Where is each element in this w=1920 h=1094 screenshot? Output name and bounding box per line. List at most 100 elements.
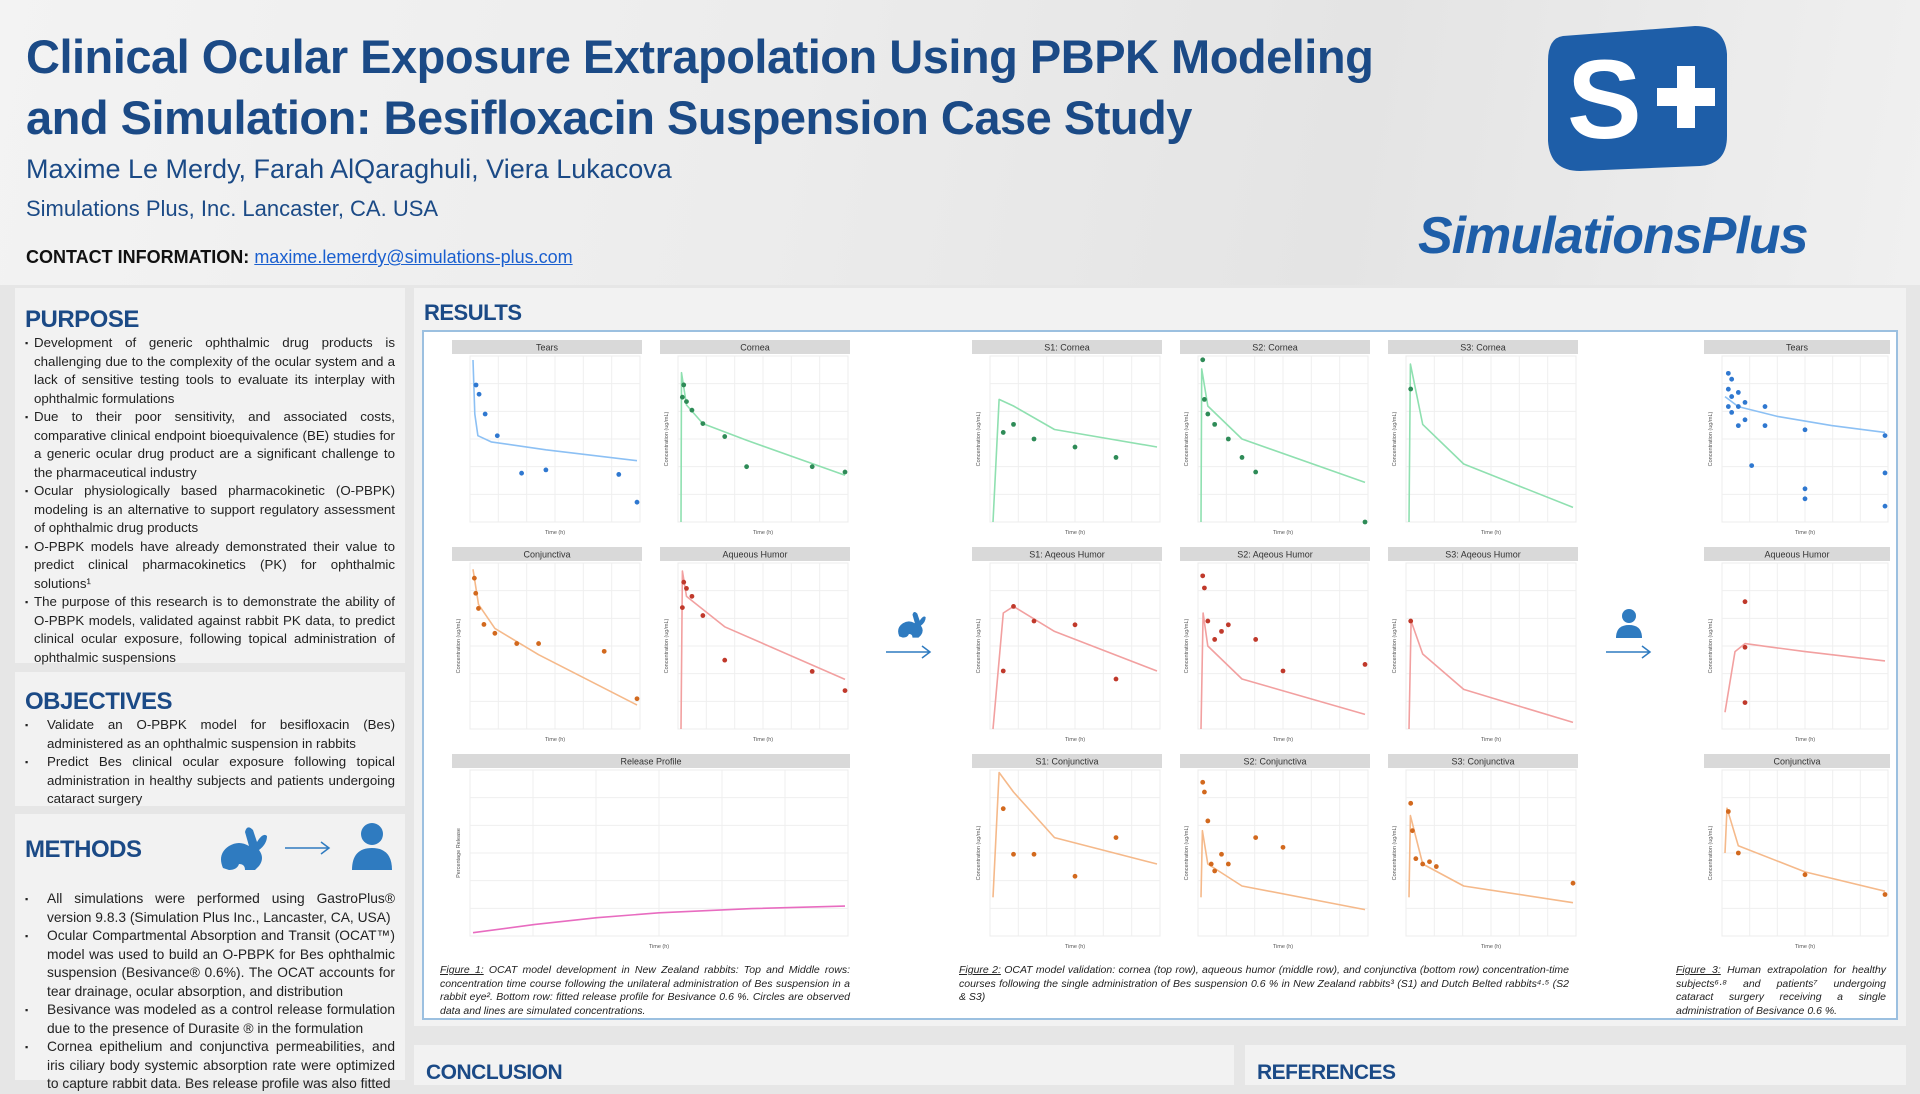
- affiliation: Simulations Plus, Inc. Lancaster, CA. US…: [26, 196, 439, 221]
- y-axis-label: Concentration (ug/mL): [1392, 825, 1398, 880]
- simulated-line: [1724, 642, 1886, 713]
- observed-point: [1205, 411, 1211, 417]
- plot-strip: [1388, 340, 1578, 354]
- observed-point: [494, 433, 500, 439]
- observed-point: [1420, 861, 1426, 867]
- observed-point: [1735, 423, 1741, 429]
- observed-point: [1202, 585, 1207, 591]
- plot-f3-tears: Tears Time (h) Concentration (ug/mL): [1704, 340, 1890, 536]
- conclusion-section: CONCLUSION: [414, 1045, 1234, 1085]
- observed-point: [1000, 806, 1006, 812]
- y-axis-label: Concentration (ug/mL): [1184, 411, 1190, 466]
- plot-title: Tears: [536, 343, 559, 353]
- plot-title: Release Profile: [620, 757, 681, 767]
- observed-point: [1113, 835, 1119, 841]
- plot-title: Conjunctiva: [1773, 757, 1820, 767]
- observed-point: [1253, 469, 1259, 475]
- y-axis-label: Concentration (ug/mL): [1184, 825, 1190, 880]
- observed-point: [1762, 404, 1768, 409]
- observed-point: [1219, 851, 1224, 857]
- figure-1-text: OCAT model development in New Zealand ra…: [440, 964, 851, 1017]
- plot-title: Tears: [1786, 343, 1809, 353]
- plot-title: S1: Conjunctiva: [1035, 757, 1098, 767]
- x-axis-label: Time (h): [1481, 530, 1501, 536]
- plot-strip: [1704, 340, 1890, 354]
- observed-point: [1742, 417, 1748, 423]
- methods-section: METHODS All simulations were performed u…: [15, 814, 405, 1091]
- method-item: Cornea epithelium and conjunctiva permea…: [25, 1038, 395, 1094]
- observed-point: [536, 641, 541, 646]
- observed-point: [1000, 668, 1006, 674]
- y-axis-label: Concentration (ug/mL): [1392, 618, 1398, 673]
- observed-point: [1735, 390, 1741, 395]
- x-axis-label: Time (h): [545, 530, 565, 536]
- observed-point: [1208, 861, 1214, 867]
- observed-point: [1202, 789, 1207, 795]
- observed-point: [681, 579, 687, 585]
- x-axis-label: Time (h): [1065, 530, 1085, 536]
- purpose-item: Development of generic ophthalmic drug p…: [25, 334, 395, 408]
- observed-point: [1729, 410, 1735, 415]
- simulated-line: [472, 359, 638, 462]
- observed-point: [1225, 436, 1231, 442]
- contact-label: CONTACT INFORMATION:: [26, 247, 250, 267]
- purpose-item: Due to their poor sensitivity, and assoc…: [25, 408, 395, 482]
- observed-point: [1113, 676, 1119, 682]
- plot-f2-s2-conjunctiva: S2: Conjunctiva Time (h) Concentration (ug…: [1180, 754, 1370, 950]
- objectives-section: OBJECTIVES Validate an O-PBPK model for …: [15, 672, 405, 806]
- x-axis-label: Time (h): [1273, 737, 1293, 743]
- plot-f1-aqueous: Aqueous Humor Time (h) Concentration (ug/m…: [660, 547, 850, 743]
- observed-point: [1113, 455, 1119, 460]
- observed-point: [684, 585, 689, 591]
- x-axis-label: Time (h): [753, 737, 773, 743]
- plot-f3-conjunctiva: Conjunctiva Time (h) Concentration (ug/mL): [1704, 754, 1890, 950]
- figure-1-label: Figure 1:: [440, 964, 484, 976]
- observed-point: [722, 657, 728, 663]
- y-axis-label: Concentration (ug/mL): [456, 618, 462, 673]
- x-axis-label: Time (h): [753, 530, 773, 536]
- observed-point: [1882, 892, 1888, 897]
- observed-point: [634, 696, 640, 702]
- observed-point: [1408, 800, 1414, 806]
- x-axis-label: Time (h): [1481, 737, 1501, 743]
- observed-point: [1725, 809, 1731, 814]
- observed-point: [1742, 400, 1748, 405]
- plot-f1-tears: Tears Time (h): [452, 340, 642, 536]
- plot-strip: [660, 547, 850, 561]
- figure-1-caption: Figure 1: OCAT model development in New …: [440, 964, 850, 1018]
- observed-point: [1011, 421, 1016, 427]
- plot-title: S2: Conjunctiva: [1243, 757, 1306, 767]
- plot-strip: [1180, 754, 1370, 768]
- plot-title: Aqueous Humor: [1764, 550, 1829, 560]
- observed-point: [473, 590, 479, 596]
- x-axis-label: Time (h): [1795, 944, 1815, 950]
- observed-point: [1031, 618, 1037, 624]
- plot-f1-conjunctiva: Conjunctiva Time (h) Concentration (ug/mL): [452, 547, 642, 743]
- observed-point: [1882, 433, 1888, 439]
- observed-point: [1219, 628, 1224, 634]
- observed-point: [809, 464, 815, 470]
- plot-title: Aqueous Humor: [722, 550, 787, 560]
- contact-email-link[interactable]: maxime.lemerdy@simulations-plus.com: [254, 247, 573, 267]
- results-figures: Tears Time (h) Cornea Time (h) Concentration…: [422, 330, 1898, 1020]
- observed-point: [514, 641, 520, 646]
- observed-point: [1000, 430, 1006, 435]
- observed-point: [842, 469, 848, 475]
- observed-point: [1072, 873, 1078, 879]
- logo-text: SimulationsPlus: [1418, 207, 1809, 265]
- x-axis-label: Time (h): [1273, 530, 1293, 536]
- observed-point: [689, 593, 695, 599]
- observed-point: [744, 464, 749, 470]
- y-axis-label: Concentration (ug/mL): [664, 411, 670, 466]
- contact-info: CONTACT INFORMATION: maxime.lemerdy@simu…: [26, 247, 573, 268]
- plot-strip: [1388, 754, 1578, 768]
- plot-title: S2: Aqeous Humor: [1237, 550, 1313, 560]
- observed-point: [1802, 496, 1808, 502]
- observed-point: [482, 411, 488, 417]
- plot-f2-s1-conjunctiva: S1: Conjunctiva Time (h) Concentration (ug…: [972, 754, 1162, 950]
- objectives-heading: OBJECTIVES: [25, 688, 173, 715]
- observed-point: [1212, 868, 1218, 874]
- figure-2-caption: Figure 2: OCAT model validation: cornea …: [959, 964, 1569, 1005]
- observed-point: [681, 382, 687, 388]
- observed-point: [1413, 856, 1419, 862]
